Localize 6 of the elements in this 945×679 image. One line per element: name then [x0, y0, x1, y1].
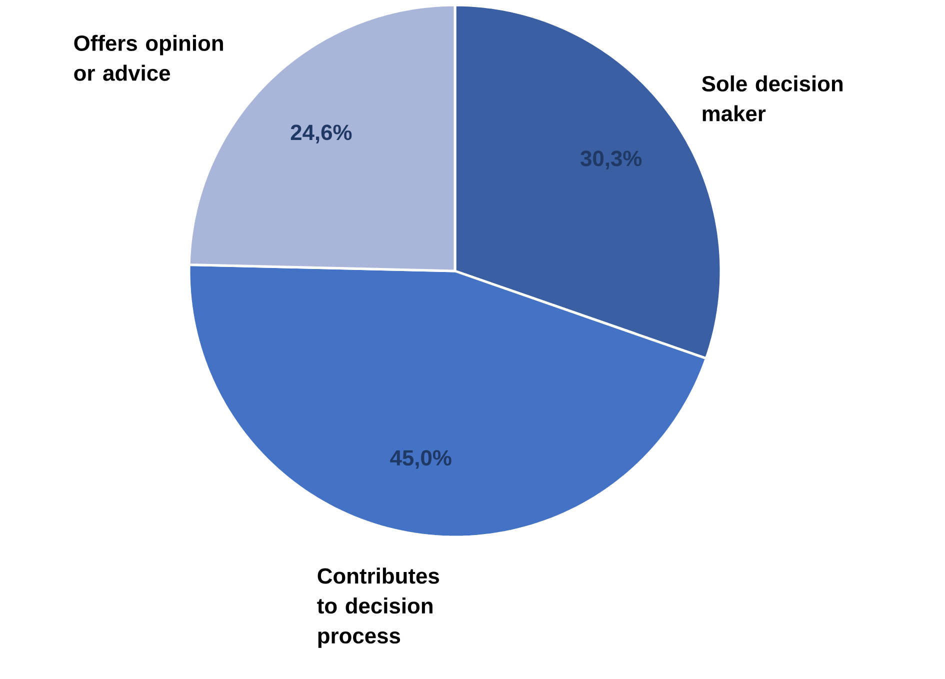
data-label: 24,6% — [290, 124, 352, 144]
data-label: 45,0% — [390, 450, 452, 469]
slice-label: Sole decision maker — [702, 75, 842, 122]
data-label: 30,3% — [580, 150, 642, 170]
slice-label: Offers opinion or advice — [74, 34, 223, 81]
slice-label: Contributes to decision process — [317, 568, 439, 648]
